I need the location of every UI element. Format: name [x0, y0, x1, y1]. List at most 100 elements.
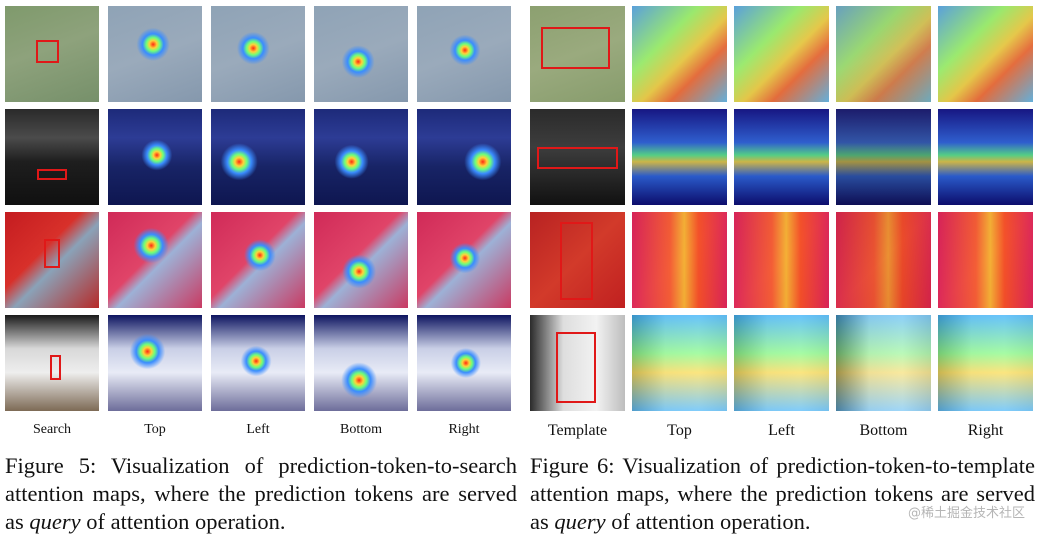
figure-5-attention-map-r3-c2: [108, 212, 202, 308]
figure-6-image-r2-c3: [734, 109, 829, 205]
figure-6-image-r1-c5: [938, 6, 1033, 102]
figure-6-attention-map-r2-c4: [836, 109, 931, 205]
figure-6-target-box-r4: [555, 332, 596, 404]
figure-5-attention-map-r1-c3: [211, 6, 305, 102]
figure-5-attention-map-r4-c5: [417, 315, 511, 411]
figure-5-column-label-3: Left: [246, 422, 270, 437]
figure-6-attention-map-r1-c2: [632, 6, 727, 102]
figure-6-image-r4-c3: [734, 315, 829, 411]
figure-5-attention-map-r3-c4: [314, 212, 408, 308]
figure-5-attention-map-r4-c2: [108, 315, 202, 411]
figure-5-image-r1-c2: [108, 6, 202, 102]
figure-6-attention-map-r2-c2: [632, 109, 727, 205]
figure-6-caption-text-a: Visualization of prediction-token-to-tem…: [530, 453, 1036, 534]
figure-5-image-r3-c3: [211, 212, 305, 308]
figure-5-column-label-1: Search: [32, 422, 72, 437]
figure-6-attention-map-r3-c3: [734, 212, 829, 308]
figure-6-caption-query: query: [554, 509, 606, 534]
figure-6-image-r2-c5: [938, 109, 1033, 205]
figure-5-attention-map-r3-c5: [417, 212, 511, 308]
figure-6-caption: Figure 6: Visualization of prediction-to…: [530, 452, 1035, 536]
figure-6-image-r3-c4: [836, 212, 931, 308]
figure-5-image-r1-c5: [417, 6, 511, 102]
figure-5-attention-map-r1-c2: [108, 6, 202, 102]
figure-6-attention-map-r2-c3: [734, 109, 829, 205]
figure-5-caption-query: query: [29, 509, 81, 534]
figure-5-image-r3-c2: [108, 212, 202, 308]
figure-6-image-r2-c2: [632, 109, 727, 205]
figure-5-attention-map-r2-c2: [108, 109, 202, 205]
figure-5-image-r4-c1: [5, 315, 99, 411]
figure-6-image-r2-c1: [530, 109, 625, 205]
figure-6-column-label-1: Template: [547, 422, 608, 439]
figure-6-target-box-r2: [536, 147, 619, 169]
figure-6-image-r1-c4: [836, 6, 931, 102]
figure-5-image-r2-c4: [314, 109, 408, 205]
figure-6-attention-map-r4-c3: [734, 315, 829, 411]
figure-6-image-r1-c3: [734, 6, 829, 102]
figure-5-image-r4-c2: [108, 315, 202, 411]
figure-6-attention-map-r2-c5: [938, 109, 1033, 205]
figure-6-column-label-3: Left: [768, 422, 795, 439]
figure-5-attention-map-r2-c4: [314, 109, 408, 205]
figure-5-target-box-r2: [36, 168, 68, 181]
figure-5-caption-text-b: of attention operation.: [86, 509, 286, 534]
figure-5-image-r3-c4: [314, 212, 408, 308]
figure-6-caption-text-b: of attention operation.: [611, 509, 811, 534]
figure-5-image-r1-c3: [211, 6, 305, 102]
figure-5-caption: Figure 5: Visualization of prediction-to…: [5, 452, 517, 536]
figure-6-attention-map-r4-c4: [836, 315, 931, 411]
figure-5-image-r4-c5: [417, 315, 511, 411]
figure-5-image-r2-c5: [417, 109, 511, 205]
figure-6-image-r3-c1: [530, 212, 625, 308]
figure-6-attention-map-r3-c4: [836, 212, 931, 308]
figure-6-image-r3-c5: [938, 212, 1033, 308]
figure-5-image-r2-c3: [211, 109, 305, 205]
figure-6-attention-map-r3-c2: [632, 212, 727, 308]
figure-5-column-label-5: Right: [448, 422, 480, 437]
figure-6-attention-map-r3-c5: [938, 212, 1033, 308]
figure-6-image-r4-c1: [530, 315, 625, 411]
figure-6-column-label-2: Top: [667, 422, 692, 439]
figure-5-image-r3-c1: [5, 212, 99, 308]
figure-6-image-r3-c3: [734, 212, 829, 308]
figure-6-attention-map-r4-c5: [938, 315, 1033, 411]
figure-5-image-r2-c1: [5, 109, 99, 205]
figure-5-target-box-r3: [43, 238, 61, 268]
figure-5-attention-map-r2-c3: [211, 109, 305, 205]
figure-6-image-r1-c2: [632, 6, 727, 102]
figure-5-column-label-2: Top: [144, 422, 166, 437]
figure-5-attention-map-r1-c5: [417, 6, 511, 102]
figure-5-attention-map-r2-c5: [417, 109, 511, 205]
figure-6-image-r2-c4: [836, 109, 931, 205]
figure-5-target-box-r4: [50, 355, 62, 381]
figure-5-target-box-r1: [36, 39, 59, 63]
figure-6-attention-map-r1-c3: [734, 6, 829, 102]
figure-6-attention-map-r1-c5: [938, 6, 1033, 102]
figure-6-image-r3-c2: [632, 212, 727, 308]
figure-6-caption-label: Figure 6:: [530, 453, 615, 478]
figure-5-image-r1-c1: [5, 6, 99, 102]
figure-5-image-r4-c4: [314, 315, 408, 411]
figure-5-image-r2-c2: [108, 109, 202, 205]
figure-5-attention-map-r3-c3: [211, 212, 305, 308]
figure-5-attention-map-r1-c4: [314, 6, 408, 102]
figure-5-caption-label: Figure 5:: [5, 453, 97, 478]
figure-5-column-label-4: Bottom: [339, 422, 382, 437]
figure-5-image-r1-c4: [314, 6, 408, 102]
figure-5-caption-text-a: Visualization of prediction-token-to-sea…: [5, 453, 517, 534]
figure-6-target-box-r3: [560, 221, 593, 301]
figure-5-attention-map-r4-c3: [211, 315, 305, 411]
figure-5-image-r4-c3: [211, 315, 305, 411]
figure-5-attention-map-r4-c4: [314, 315, 408, 411]
figure-6-image-r4-c4: [836, 315, 931, 411]
figure-6-attention-map-r1-c4: [836, 6, 931, 102]
figure-6-column-label-5: Right: [967, 422, 1004, 439]
figure-6-column-label-4: Bottom: [859, 422, 908, 439]
figure-6-target-box-r1: [541, 27, 610, 70]
figure-5-image-r3-c5: [417, 212, 511, 308]
figure-6-image-r4-c5: [938, 315, 1033, 411]
watermark: @稀土掘金技术社区: [907, 506, 1025, 521]
figure-6-attention-map-r4-c2: [632, 315, 727, 411]
figure-6-image-r4-c2: [632, 315, 727, 411]
